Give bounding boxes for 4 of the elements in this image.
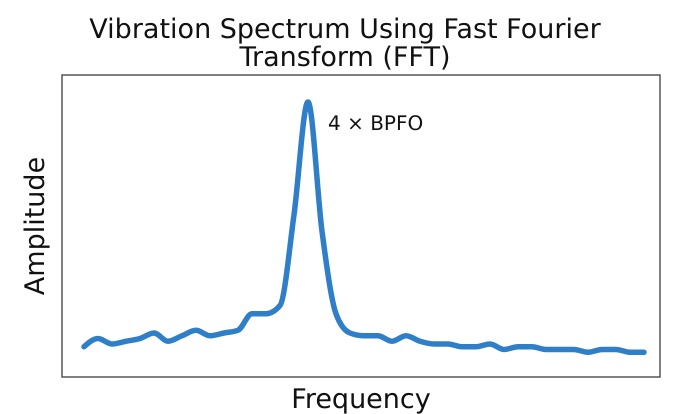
annotation: 4 × BPFO bbox=[328, 111, 424, 135]
y-axis-title: Amplitude bbox=[20, 156, 51, 296]
chart-title: Vibration Spectrum Using Fast Fourier Transform (FFT) bbox=[89, 14, 602, 73]
x-axis-title: Frequency bbox=[291, 384, 431, 414]
